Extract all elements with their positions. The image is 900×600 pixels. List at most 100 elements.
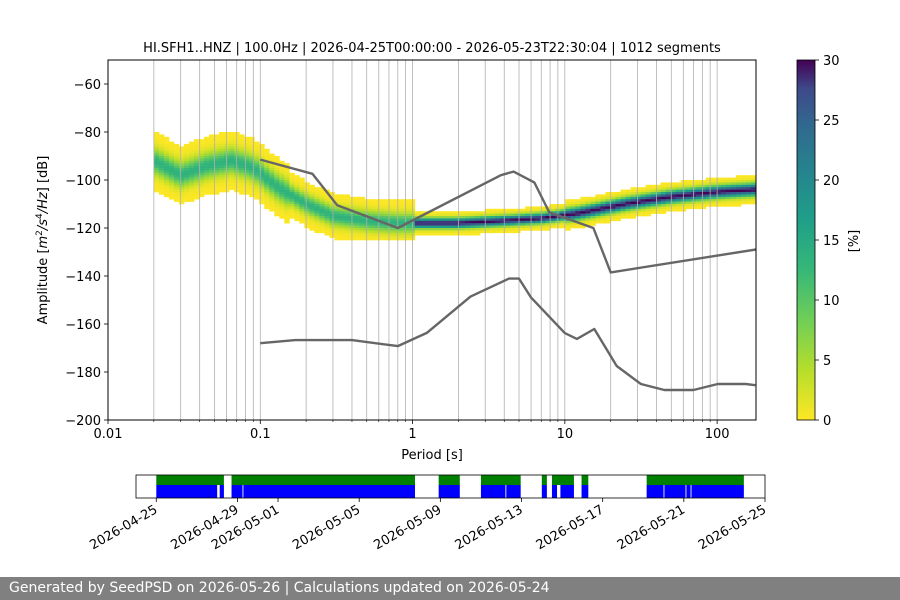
psd-bin [730, 196, 737, 200]
psd-bin [229, 160, 235, 164]
psd-bin [163, 168, 170, 171]
psd-bin [730, 182, 737, 186]
psd-bin [444, 216, 451, 219]
psd-bin [389, 211, 396, 214]
psd-bin [745, 182, 752, 186]
psd-bin [199, 194, 205, 198]
psd-bin [199, 139, 205, 142]
psd-bin [590, 223, 596, 226]
psd-bin [725, 192, 732, 195]
timeline-data-segment [541, 485, 547, 498]
psd-bin [319, 213, 325, 217]
psd-bin [204, 172, 210, 176]
psd-bin [374, 206, 381, 210]
psd-bin [570, 220, 576, 224]
psd-bin [354, 237, 360, 241]
psd-bin [329, 225, 335, 229]
psd-bin [289, 189, 295, 193]
psd-bin [515, 218, 521, 222]
psd-bin [319, 189, 325, 193]
psd-bin [269, 201, 275, 205]
psd-bin [570, 223, 576, 226]
psd-bin [314, 189, 320, 193]
psd-bin [264, 177, 270, 181]
psd-bin [660, 199, 667, 202]
psd-bin [274, 194, 280, 198]
psd-bin [249, 194, 255, 198]
psd-bin [490, 218, 496, 222]
psd-bin [389, 213, 396, 217]
psd-bin [625, 204, 631, 207]
psd-bin [585, 211, 591, 214]
psd-bin [219, 151, 225, 154]
psd-bin [590, 208, 596, 212]
psd-bin [324, 199, 330, 202]
psd-bin [264, 175, 270, 178]
psd-bin [304, 220, 310, 224]
psd-bin [329, 211, 335, 214]
psd-bin [625, 192, 631, 195]
psd-bin [449, 211, 456, 214]
psd-bin [429, 228, 436, 231]
psd-bin [153, 139, 160, 142]
psd-bin [284, 201, 290, 205]
psd-bin [359, 201, 365, 205]
psd-bin [630, 206, 636, 210]
psd-bin [153, 187, 160, 190]
psd-bin [520, 228, 526, 231]
psd-bin [239, 146, 245, 150]
psd-bin [309, 206, 315, 210]
psd-bin [399, 218, 406, 222]
figure: HI.SFH1..HNZ | 100.0Hz | 2026-04-25T00:0… [35, 41, 862, 553]
psd-bin [705, 180, 712, 183]
psd-bin [480, 213, 486, 217]
psd-bin [575, 204, 581, 207]
psd-bin [550, 223, 556, 226]
psd-bin [344, 220, 350, 224]
psd-bin [163, 187, 170, 190]
psd-bin [274, 184, 280, 188]
psd-bin [550, 216, 556, 219]
psd-bin [610, 204, 616, 207]
colorbar [796, 59, 816, 421]
psd-bin [585, 204, 591, 207]
timeline-data-segment [686, 485, 691, 498]
psd-bin [163, 175, 170, 178]
psd-bin [530, 213, 536, 217]
psd-bin [515, 228, 521, 231]
psd-bin [525, 218, 531, 222]
psd-bin [204, 182, 210, 186]
psd-bin [214, 153, 220, 157]
psd-bin [249, 151, 255, 154]
psd-bin [685, 180, 692, 183]
psd-bin [209, 156, 215, 159]
psd-bin [454, 225, 461, 229]
psd-bin [324, 216, 330, 219]
psd-bin [540, 225, 546, 229]
psd-bin [740, 194, 747, 198]
psd-bin [419, 232, 426, 236]
psd-bin [269, 180, 275, 183]
psd-bin [495, 230, 501, 234]
psd-bin [535, 211, 541, 214]
psd-bin [434, 213, 441, 217]
psd-bin [374, 213, 381, 217]
psd-bin [309, 194, 315, 198]
psd-bin [209, 177, 215, 181]
x-tick-label: 0.1 [250, 427, 271, 442]
psd-bin [158, 170, 165, 174]
psd-bin [389, 201, 396, 205]
psd-bin [550, 220, 556, 224]
psd-bin [660, 184, 667, 188]
psd-bin [545, 211, 551, 214]
psd-bin [615, 206, 621, 210]
psd-bin [294, 208, 300, 212]
grid-lines [153, 60, 718, 420]
psd-bin [705, 192, 712, 195]
psd-bin [354, 218, 360, 222]
psd-bin [304, 206, 310, 210]
psd-bin [530, 206, 536, 210]
psd-bin [314, 230, 320, 234]
psd-bin [219, 182, 225, 186]
psd-bin [183, 189, 190, 193]
